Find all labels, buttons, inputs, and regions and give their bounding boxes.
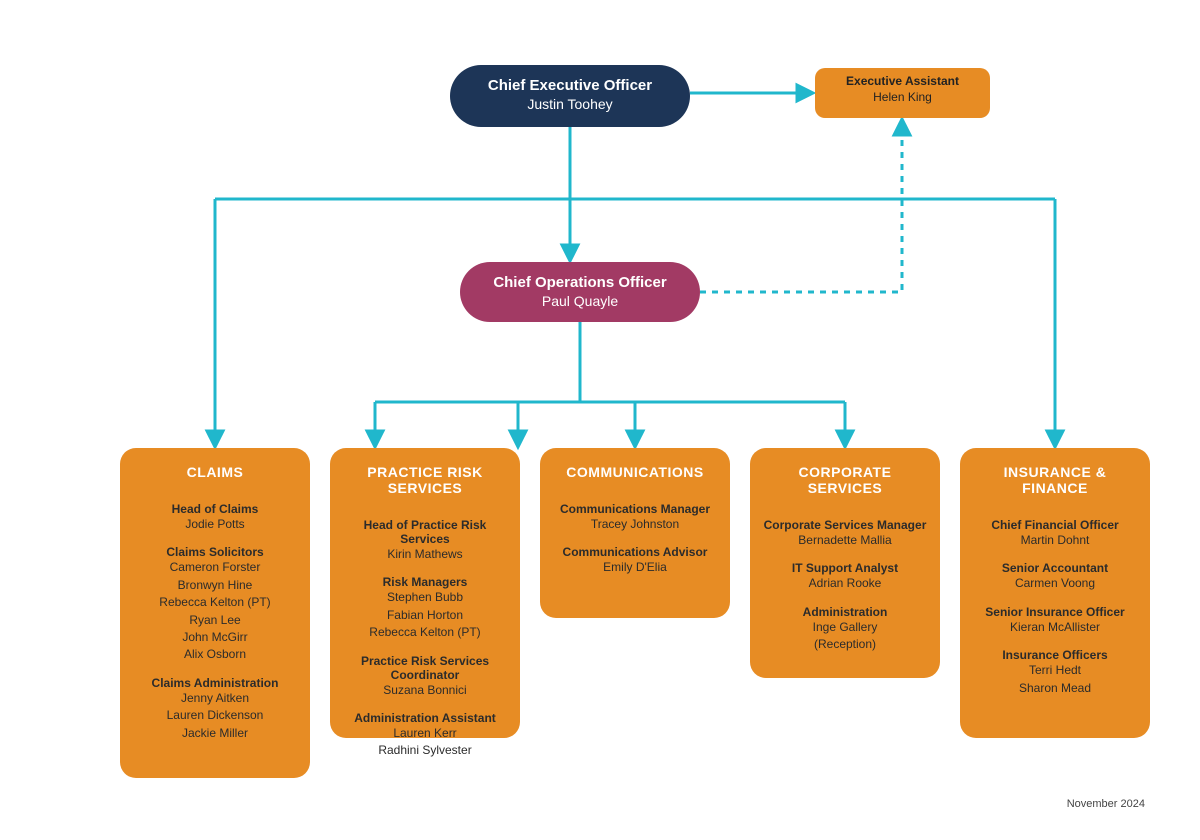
person: Lauren Dickenson bbox=[130, 707, 300, 724]
person: Carmen Voong bbox=[970, 575, 1140, 592]
person: Cameron Forster bbox=[130, 559, 300, 576]
ceo-title: Chief Executive Officer bbox=[470, 77, 670, 94]
person: Fabian Horton bbox=[340, 607, 510, 624]
person: Rebecca Kelton (PT) bbox=[130, 594, 300, 611]
person: Alix Osborn bbox=[130, 646, 300, 663]
role-head-practice: Head of Practice Risk Services bbox=[340, 518, 510, 546]
person: Suzana Bonnici bbox=[340, 682, 510, 699]
dept-comms: COMMUNICATIONS Communications Manager Tr… bbox=[540, 448, 730, 618]
person: Martin Dohnt bbox=[970, 532, 1140, 549]
role-comms-advisor: Communications Advisor bbox=[550, 545, 720, 559]
dept-practice-title: PRACTICE RISK SERVICES bbox=[340, 464, 510, 496]
role-senior-insurance-officer: Senior Insurance Officer bbox=[970, 605, 1140, 619]
person: Rebecca Kelton (PT) bbox=[340, 624, 510, 641]
role-it-analyst: IT Support Analyst bbox=[760, 561, 930, 575]
person: Bronwyn Hine bbox=[130, 577, 300, 594]
person: Adrian Rooke bbox=[760, 575, 930, 592]
person: Sharon Mead bbox=[970, 680, 1140, 697]
person: Ryan Lee bbox=[130, 612, 300, 629]
role-insurance-officers: Insurance Officers bbox=[970, 648, 1140, 662]
role-prs-coordinator: Practice Risk Services Coordinator bbox=[340, 654, 510, 682]
person: Bernadette Mallia bbox=[760, 532, 930, 549]
person: Jodie Potts bbox=[130, 516, 300, 533]
role-comms-manager: Communications Manager bbox=[550, 502, 720, 516]
role-corp-admin: Administration bbox=[760, 605, 930, 619]
person: Emily D'Elia bbox=[550, 559, 720, 576]
role-head-claims: Head of Claims bbox=[130, 502, 300, 516]
person: Inge Gallery bbox=[760, 619, 930, 636]
dept-claims: CLAIMS Head of Claims Jodie Potts Claims… bbox=[120, 448, 310, 778]
role-claims-admin: Claims Administration bbox=[130, 676, 300, 690]
person: Tracey Johnston bbox=[550, 516, 720, 533]
person: Jackie Miller bbox=[130, 725, 300, 742]
person: John McGirr bbox=[130, 629, 300, 646]
role-claims-solicitors: Claims Solicitors bbox=[130, 545, 300, 559]
ceo-node: Chief Executive Officer Justin Toohey bbox=[450, 65, 690, 127]
person: Kieran McAllister bbox=[970, 619, 1140, 636]
person: Radhini Sylvester bbox=[340, 742, 510, 759]
person: Kirin Mathews bbox=[340, 546, 510, 563]
person: Lauren Kerr bbox=[340, 725, 510, 742]
dept-corp: CORPORATE SERVICES Corporate Services Ma… bbox=[750, 448, 940, 678]
person: Terri Hedt bbox=[970, 662, 1140, 679]
coo-name: Paul Quayle bbox=[480, 293, 680, 309]
footer-date: November 2024 bbox=[1067, 798, 1145, 810]
role-corp-manager: Corporate Services Manager bbox=[760, 518, 930, 532]
coo-title: Chief Operations Officer bbox=[480, 274, 680, 291]
person: Jenny Aitken bbox=[130, 690, 300, 707]
ea-name: Helen King bbox=[815, 90, 990, 104]
dept-comms-title: COMMUNICATIONS bbox=[550, 464, 720, 480]
role-cfo: Chief Financial Officer bbox=[970, 518, 1140, 532]
ceo-name: Justin Toohey bbox=[470, 96, 670, 112]
dept-claims-title: CLAIMS bbox=[130, 464, 300, 480]
ea-title: Executive Assistant bbox=[815, 74, 990, 88]
dept-practice: PRACTICE RISK SERVICES Head of Practice … bbox=[330, 448, 520, 738]
dept-finance: INSURANCE & FINANCE Chief Financial Offi… bbox=[960, 448, 1150, 738]
dept-corp-title: CORPORATE SERVICES bbox=[760, 464, 930, 496]
role-risk-managers: Risk Managers bbox=[340, 575, 510, 589]
ea-node: Executive Assistant Helen King bbox=[815, 68, 990, 118]
person: Stephen Bubb bbox=[340, 589, 510, 606]
role-senior-accountant: Senior Accountant bbox=[970, 561, 1140, 575]
coo-node: Chief Operations Officer Paul Quayle bbox=[460, 262, 700, 322]
person-note: (Reception) bbox=[760, 636, 930, 653]
dept-finance-title: INSURANCE & FINANCE bbox=[970, 464, 1140, 496]
role-admin-assistant: Administration Assistant bbox=[340, 711, 510, 725]
